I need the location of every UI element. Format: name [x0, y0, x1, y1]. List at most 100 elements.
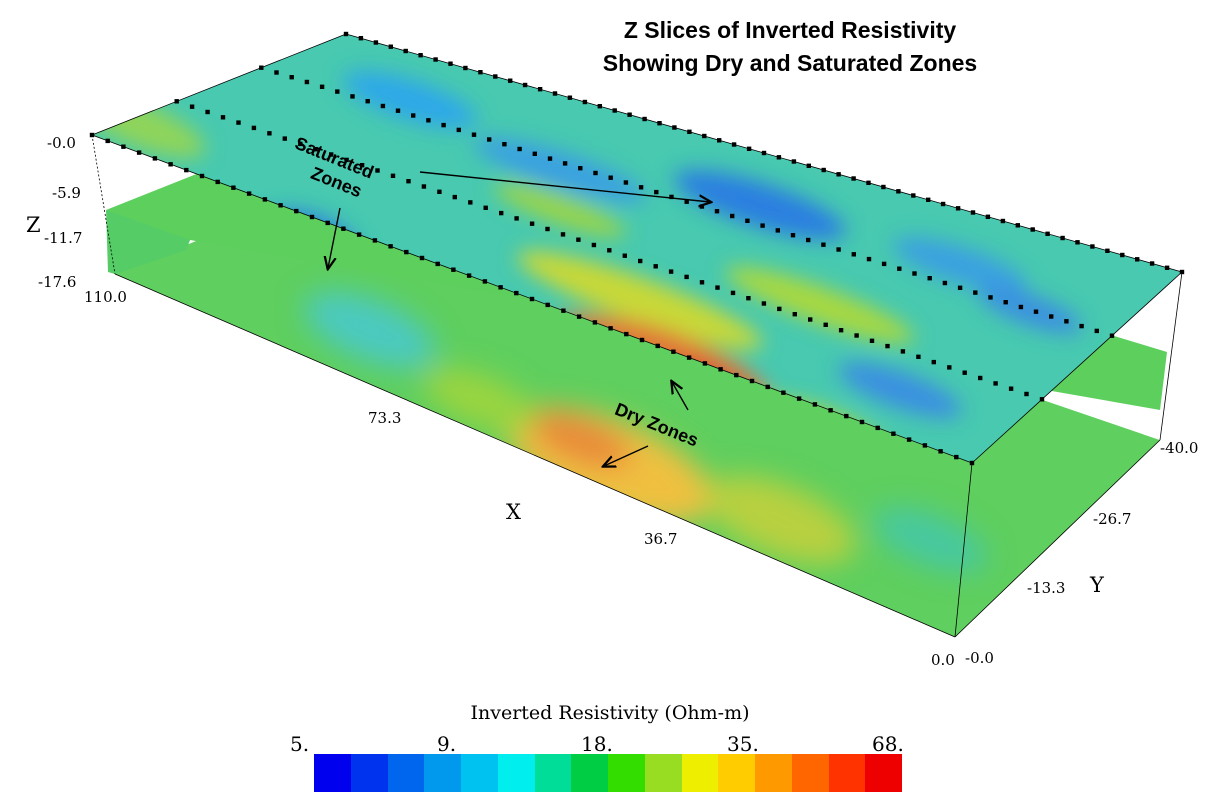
- electrode-marker: [545, 226, 550, 232]
- electrode-marker: [792, 312, 797, 317]
- electrode-marker: [947, 365, 952, 370]
- colorbar-swatch: [755, 754, 792, 792]
- electrode-marker: [654, 189, 659, 195]
- electrode-marker: [344, 157, 349, 163]
- electrode-marker: [623, 180, 629, 185]
- electrode-marker: [329, 152, 334, 157]
- electrode-marker: [993, 381, 998, 386]
- electrode-marker: [612, 108, 617, 113]
- electrode-marker: [309, 214, 315, 220]
- colorbar-swatch: [828, 754, 866, 792]
- x-tick-label: 36.7: [644, 530, 678, 548]
- electrode-marker: [437, 189, 442, 194]
- electrode-marker: [940, 201, 946, 207]
- electrode-marker: [790, 233, 796, 238]
- colorbar-swatch: [644, 754, 682, 792]
- x-tick-label: 110.0: [84, 288, 127, 306]
- electrode-marker: [684, 199, 689, 204]
- electrode-marker: [955, 206, 961, 211]
- electrode-marker: [746, 146, 752, 151]
- y-axis-label: Y: [1090, 573, 1104, 597]
- electrode-marker: [552, 91, 558, 96]
- electrode-marker: [403, 48, 408, 54]
- electrode-marker: [278, 203, 283, 208]
- electrode-marker: [922, 443, 928, 448]
- electrode-marker: [294, 208, 299, 214]
- electrode-marker: [390, 173, 396, 178]
- electrode-marker: [869, 338, 875, 343]
- electrode-marker: [875, 425, 880, 431]
- electrode-marker: [851, 176, 856, 181]
- electrode-marker: [806, 237, 811, 243]
- electrode-marker: [105, 138, 110, 144]
- electrode-marker: [624, 331, 629, 337]
- electrode-marker: [760, 223, 765, 228]
- electrode-marker: [896, 189, 901, 194]
- electrode-marker: [487, 137, 492, 142]
- electrode-marker: [419, 255, 425, 261]
- electrode-marker: [978, 375, 983, 381]
- electrode-marker: [684, 274, 689, 280]
- x-tick-label: 73.3: [368, 409, 402, 427]
- electrode-marker: [776, 155, 782, 160]
- colorbar-tick-label: 9.: [437, 732, 457, 756]
- electrode-marker: [289, 75, 294, 80]
- electrode-marker: [547, 156, 553, 161]
- chart-title: Z Slices of Inverted Resistivity Showing…: [560, 14, 1020, 80]
- z-tick-label: -17.6: [38, 273, 77, 291]
- electrode-marker: [657, 121, 662, 126]
- colorbar-swatch: [424, 754, 461, 792]
- electrode-marker: [672, 125, 677, 130]
- electrode-marker: [262, 197, 268, 202]
- electrode-marker: [731, 142, 737, 147]
- z-tick-label: -5.9: [52, 184, 81, 202]
- electrode-marker: [152, 156, 158, 161]
- colorbar-swatch: [608, 754, 645, 792]
- electrode-marker: [358, 36, 364, 41]
- colorbar-swatch: [387, 754, 425, 792]
- electrode-marker: [715, 285, 720, 290]
- electrode-marker: [251, 125, 257, 131]
- electrode-marker: [174, 99, 179, 104]
- electrode-marker: [745, 218, 750, 223]
- y-tick-label: -13.3: [1027, 579, 1066, 597]
- electrode-marker: [828, 408, 833, 413]
- electrode-marker: [911, 193, 916, 198]
- electrode-marker: [395, 108, 401, 113]
- colorbar-tick-label: 5.: [290, 732, 310, 756]
- electrode-marker: [730, 213, 735, 219]
- x-tick-label: 0.0: [931, 651, 955, 669]
- electrode-marker: [220, 115, 226, 120]
- x-axis-label: X: [506, 500, 521, 524]
- electrode-marker: [313, 147, 318, 152]
- electrode-marker: [607, 248, 612, 253]
- electrode-marker: [522, 82, 528, 88]
- electrode-marker: [121, 144, 126, 149]
- y-tick-label: -26.7: [1093, 510, 1132, 528]
- electrode-marker: [821, 242, 826, 247]
- colorbar-swatch: [791, 754, 829, 792]
- electrode-marker: [89, 132, 95, 138]
- electrode-marker: [912, 271, 917, 276]
- electrode-marker: [365, 99, 370, 104]
- electrode-marker: [452, 194, 457, 200]
- electrode-marker: [591, 242, 597, 248]
- electrode-marker: [375, 168, 380, 173]
- electrode-marker: [1033, 309, 1039, 314]
- electrode-marker: [567, 95, 573, 100]
- electrode-marker: [642, 116, 647, 122]
- electrode-marker: [532, 151, 537, 156]
- electrode-marker: [608, 326, 613, 331]
- electrode-marker: [529, 296, 535, 302]
- electrode-marker: [1090, 244, 1095, 249]
- electrode-marker: [298, 141, 303, 147]
- electrode-marker: [343, 31, 349, 37]
- electrode-marker: [478, 70, 483, 75]
- electrode-marker: [388, 44, 393, 49]
- electrode-marker: [341, 226, 346, 231]
- electrode-marker: [622, 253, 627, 258]
- electrode-marker: [199, 173, 205, 179]
- electrode-marker: [1045, 231, 1050, 236]
- electrode-marker: [499, 210, 504, 216]
- electrode-marker: [812, 402, 818, 407]
